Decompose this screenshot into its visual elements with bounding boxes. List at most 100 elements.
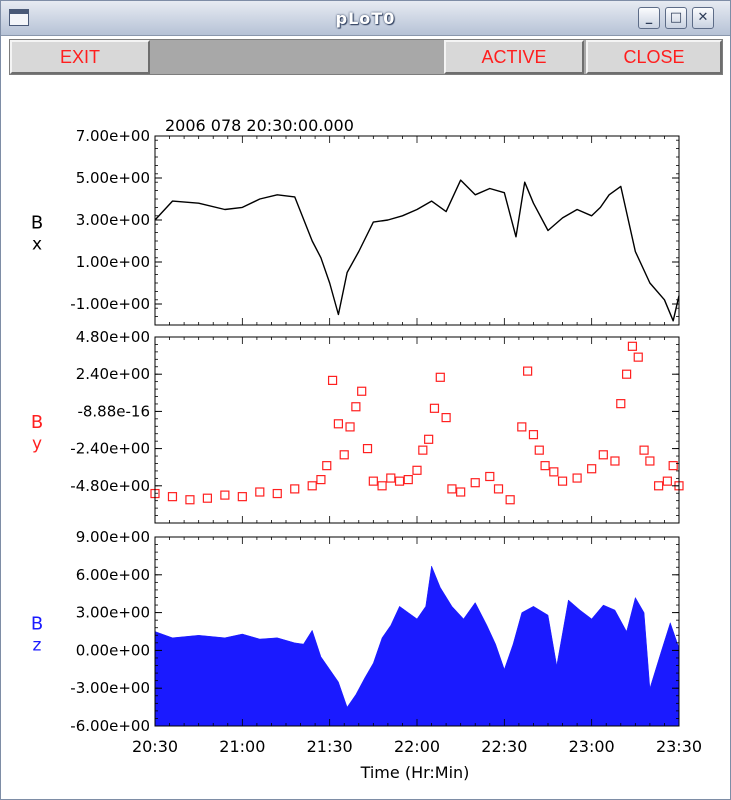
- y-tick-label: -6.00e+00: [70, 717, 150, 735]
- data-marker-by: [377, 481, 387, 491]
- panel-frame: [154, 135, 680, 326]
- data-marker-by: [220, 490, 230, 500]
- series-area-bz: [154, 565, 680, 727]
- axis-label-bz: B: [31, 614, 43, 635]
- window-title: pLoT0: [335, 9, 396, 28]
- axis-label-by: B: [31, 412, 43, 433]
- axis-label-bx: B: [31, 213, 43, 234]
- data-marker-by: [485, 471, 495, 482]
- data-marker-by: [351, 402, 361, 412]
- x-tick-label: 22:30: [481, 737, 527, 756]
- data-marker-by: [447, 484, 457, 494]
- data-marker-by: [357, 386, 367, 396]
- close-window-button[interactable]: ✕: [692, 7, 714, 29]
- active-button[interactable]: ACTIVE: [444, 40, 584, 74]
- x-axis-title: Time (Hr:Min): [360, 763, 470, 782]
- data-marker-by: [572, 473, 582, 483]
- data-marker-by: [290, 484, 300, 494]
- data-marker-by: [237, 492, 247, 502]
- exit-button[interactable]: EXIT: [10, 40, 150, 74]
- y-tick-label: -4.80e+00: [70, 477, 150, 495]
- x-tick-label: 22:00: [394, 737, 440, 756]
- y-tick-label: -8.88e-16: [77, 402, 150, 420]
- panel-z: -6.00e+00 -3.00e+00 0.00e+00 3.00e+00 6.00e+…: [31, 528, 680, 735]
- y-tick-label: 0.00e+00: [76, 641, 150, 659]
- data-marker-by: [587, 464, 597, 474]
- x-tick-label: 21:00: [219, 737, 265, 756]
- data-marker-by: [429, 403, 440, 413]
- data-marker-by: [339, 450, 349, 460]
- data-marker-by: [167, 492, 178, 502]
- data-marker-by: [435, 372, 445, 382]
- data-marker-by: [493, 484, 504, 494]
- data-marker-by: [362, 444, 373, 454]
- data-marker-by: [424, 434, 434, 444]
- y-tick-label: 7.00e+00: [76, 127, 150, 145]
- data-marker-by: [185, 495, 195, 505]
- data-marker-by: [322, 461, 332, 471]
- window-menu-icon[interactable]: [9, 9, 29, 26]
- x-tick-label: 23:00: [569, 737, 615, 756]
- x-tick-label: 20:30: [132, 737, 178, 756]
- close-button[interactable]: CLOSE: [586, 40, 722, 74]
- data-marker-by: [255, 487, 265, 497]
- y-tick-label: 2.40e+00: [76, 365, 150, 383]
- y-tick-label: -1.00e+00: [70, 295, 150, 313]
- toolbar: EXIT ACTIVE CLOSE: [9, 39, 723, 75]
- data-marker-by: [654, 481, 664, 491]
- data-marker-by: [549, 467, 559, 477]
- data-marker-by: [272, 488, 282, 499]
- data-marker-by: [557, 476, 568, 486]
- maximize-button[interactable]: □: [665, 7, 687, 29]
- axis-subscript-x: x: [32, 235, 42, 255]
- data-marker-by: [523, 366, 533, 376]
- data-marker-by: [668, 461, 678, 471]
- y-tick-label: 9.00e+00: [76, 528, 150, 546]
- data-marker-by: [621, 369, 632, 379]
- y-tick-label: 3.00e+00: [76, 604, 150, 622]
- data-marker-by: [202, 493, 212, 503]
- x-tick-label: 21:30: [307, 737, 353, 756]
- data-marker-by: [403, 475, 413, 485]
- data-marker-by: [610, 456, 620, 466]
- data-marker-by: [307, 481, 317, 491]
- title-bar[interactable]: pLoT0 _ □ ✕: [1, 1, 730, 36]
- data-marker-by: [456, 487, 466, 497]
- data-marker-by: [598, 450, 608, 460]
- panel-x: -1.00e+00 1.00e+00 3.00e+00 5.00e+00 7.00e+0…: [31, 127, 680, 326]
- panels-group: -1.00e+00 1.00e+00 3.00e+00 5.00e+00 7.00e+0…: [31, 127, 702, 756]
- x-tick-label: 23:30: [656, 737, 702, 756]
- data-marker-by: [662, 476, 672, 486]
- data-marker-by: [345, 422, 355, 432]
- data-marker-by: [327, 375, 338, 385]
- y-tick-label: -3.00e+00: [70, 679, 150, 697]
- y-tick-label: 1.00e+00: [76, 253, 150, 271]
- data-marker-by: [534, 445, 544, 455]
- data-marker-by: [505, 495, 515, 505]
- y-tick-label: 6.00e+00: [76, 566, 150, 584]
- data-marker-by: [627, 341, 638, 351]
- y-tick-label: 3.00e+00: [76, 211, 150, 229]
- data-marker-by: [412, 465, 422, 475]
- data-marker-by: [333, 419, 343, 429]
- data-marker-by: [616, 399, 626, 409]
- y-tick-label: 4.80e+00: [76, 328, 150, 346]
- panel-y: -4.80e+00 -2.40e+00 -8.88e-16 2.40e+00 4.80e…: [31, 328, 684, 524]
- data-marker-by: [645, 456, 655, 466]
- axis-subscript-z: z: [33, 636, 42, 656]
- axis-subscript-y: y: [32, 434, 42, 454]
- data-marker-by: [316, 475, 326, 485]
- data-marker-by: [528, 430, 539, 440]
- data-marker-by: [540, 461, 550, 471]
- data-marker-by: [368, 476, 378, 486]
- data-marker-by: [470, 478, 480, 488]
- minimize-button[interactable]: _: [638, 7, 660, 29]
- y-tick-label: 5.00e+00: [76, 169, 150, 187]
- panel-frame: [154, 336, 680, 524]
- data-marker-by: [633, 352, 643, 362]
- plot-area: 2006 078 20:30:00.000 Time (Hr:Min) -1.0…: [31, 116, 702, 782]
- data-marker-by: [418, 445, 428, 455]
- y-tick-label: -2.40e+00: [70, 440, 150, 458]
- data-marker-by: [386, 473, 396, 483]
